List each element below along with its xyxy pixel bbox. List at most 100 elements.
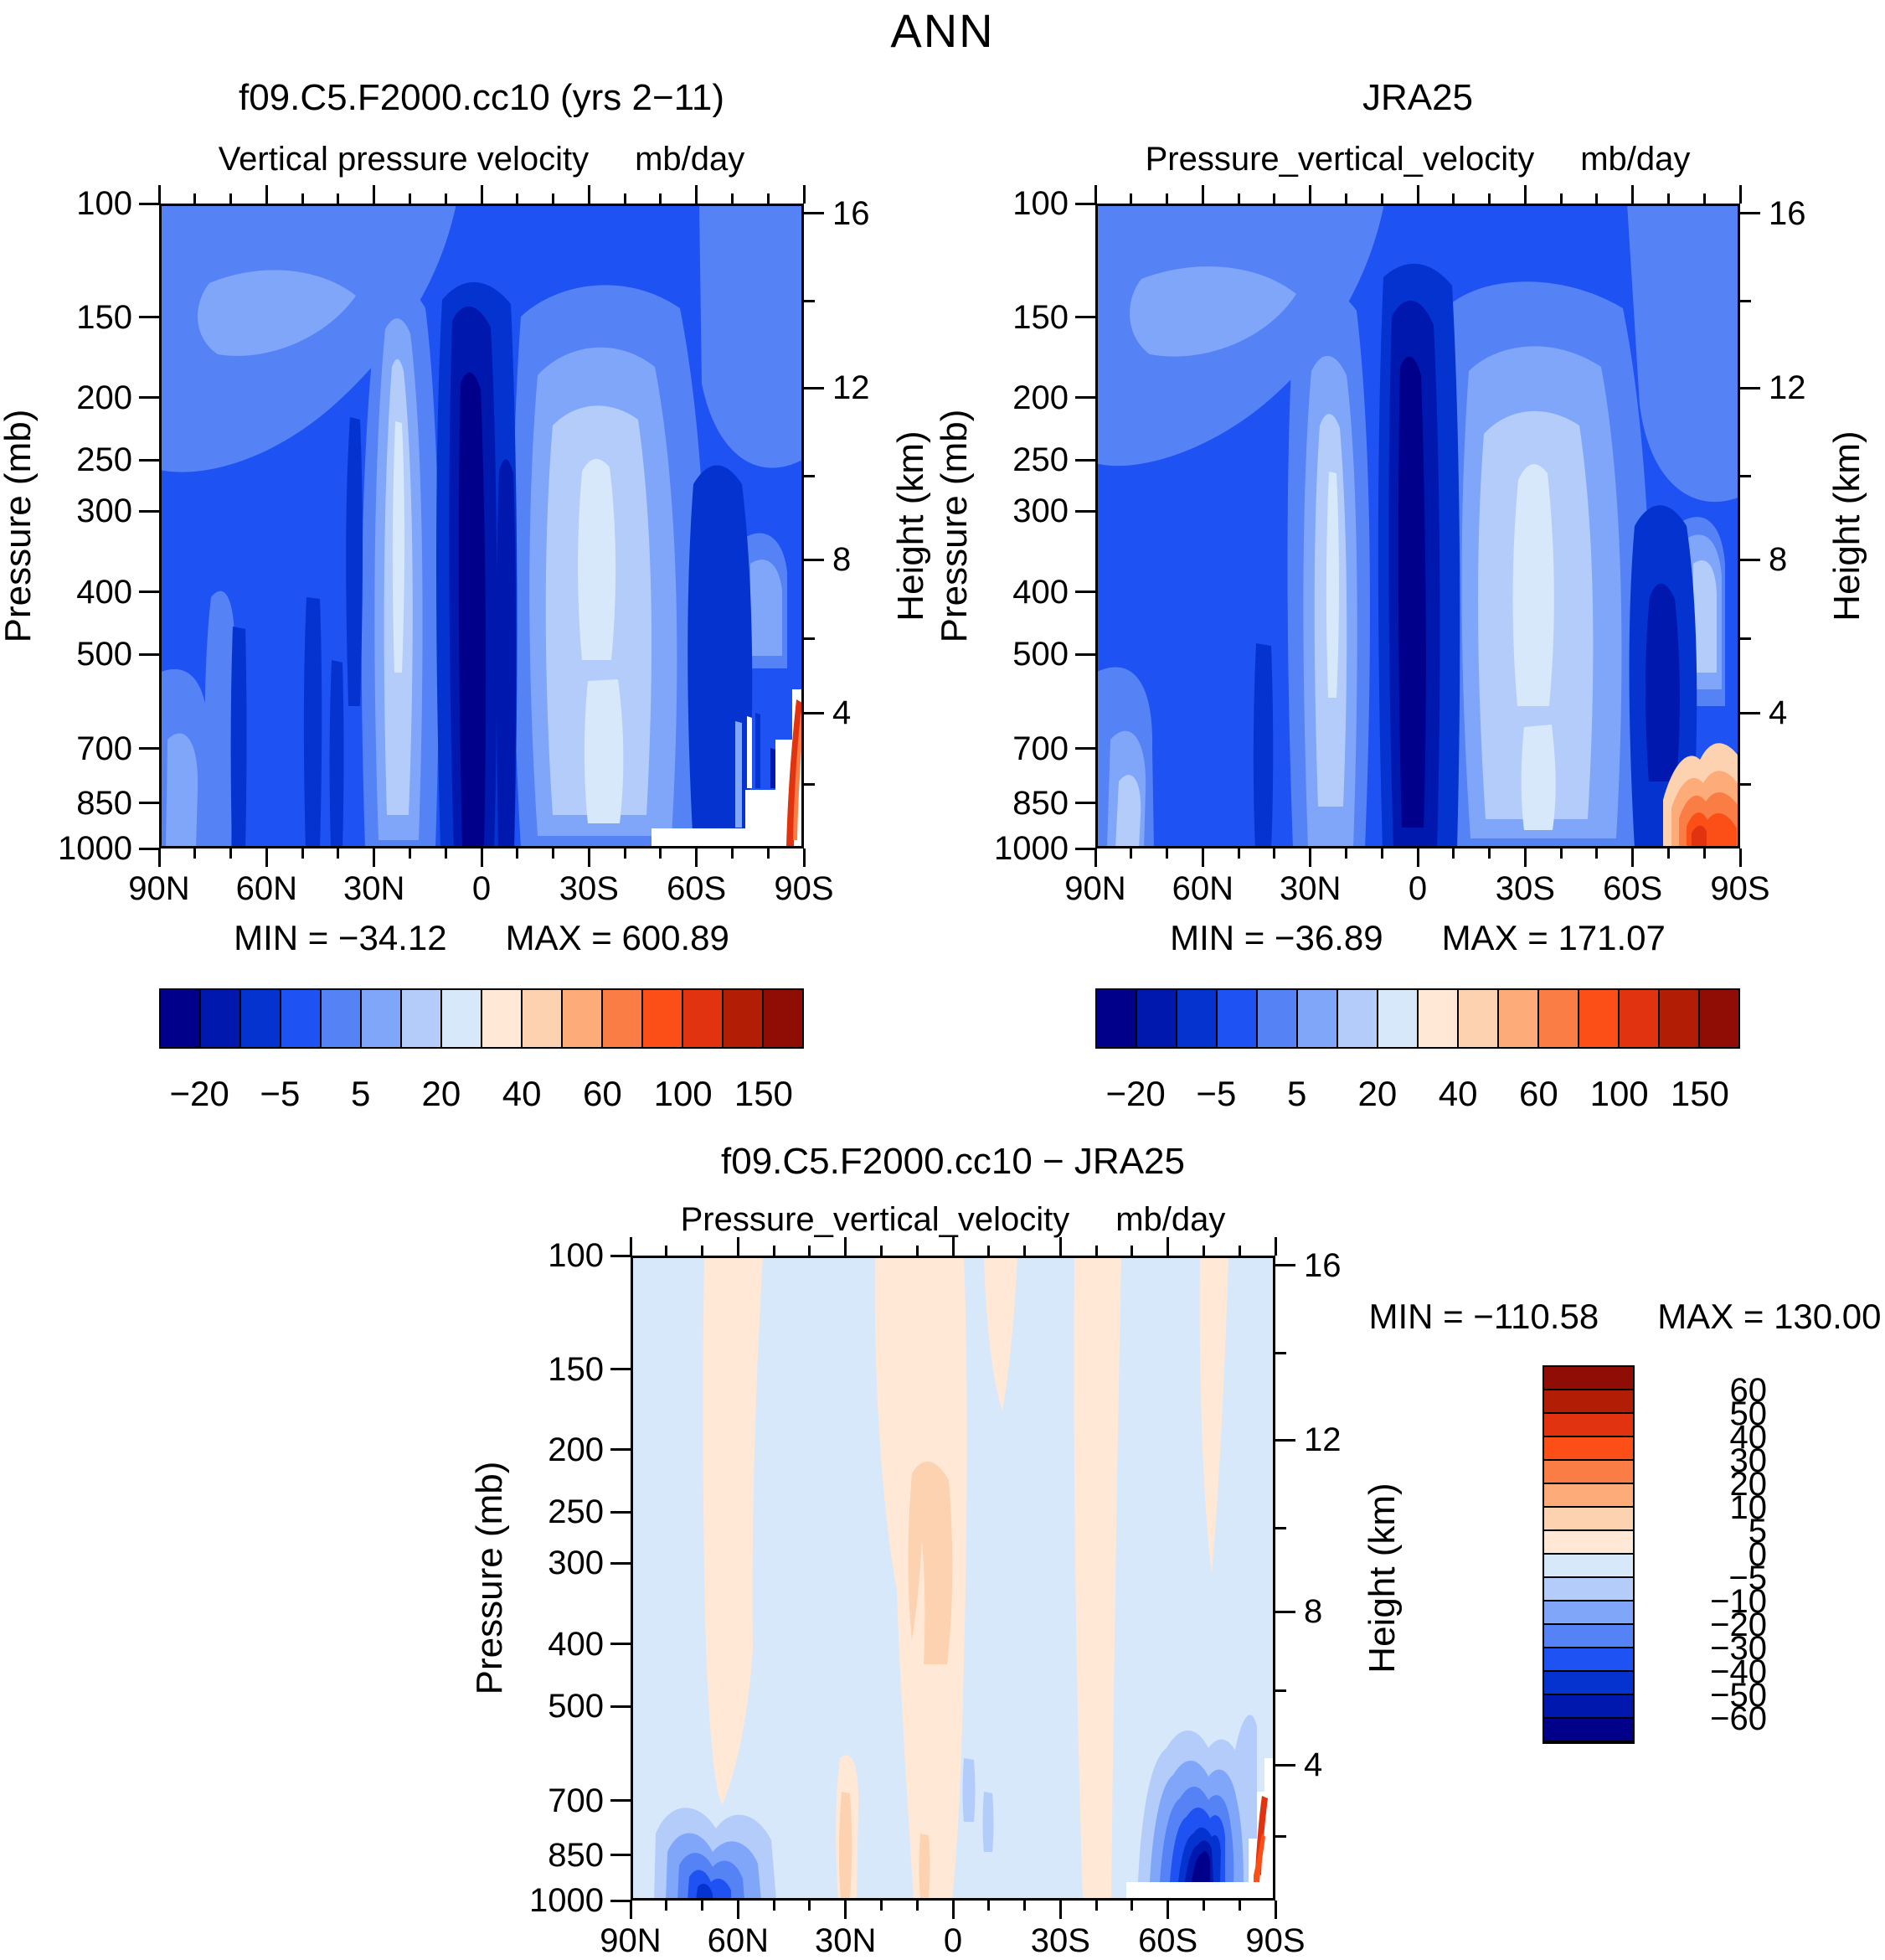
lat-tick-label: 30N: [814, 1922, 877, 1959]
lat-minor-tick: [659, 193, 662, 204]
lat-minor-tick: [1488, 193, 1491, 204]
colorbar-cell: [1544, 1414, 1633, 1437]
lat-minor-tick: [730, 848, 734, 859]
lat-minor-tick: [987, 1246, 991, 1256]
lat-major-tick: [951, 1901, 955, 1919]
lat-major-tick: [1523, 185, 1527, 204]
height-minor-tick: [1275, 1526, 1286, 1529]
lat-tick-label: 60S: [667, 870, 727, 907]
height-tick-label: 12: [832, 369, 870, 407]
lat-minor-tick: [1130, 193, 1133, 204]
antarctic-surface-mask: [1126, 1758, 1275, 1901]
pressure-tick-label: 100: [76, 185, 132, 222]
pressure-tick: [139, 316, 159, 319]
lat-major-tick: [373, 848, 376, 867]
contour-band: [230, 627, 247, 848]
lat-major-tick: [1094, 848, 1097, 867]
diff-subtitle: Pressure_vertical_velocity mb/day: [631, 1201, 1275, 1239]
colorbar-tick-label: 100: [653, 1074, 713, 1113]
height-tick-label: 8: [1769, 541, 1788, 579]
lat-major-tick: [629, 1237, 632, 1256]
colorbar-tick-label: 10: [1729, 1489, 1768, 1526]
pressure-tick: [139, 509, 159, 513]
lat-minor-tick: [879, 1901, 883, 1911]
lat-minor-tick: [1094, 1901, 1098, 1911]
obs-colorbar-labels: −20 −5 5 20 40 60 100 150: [1095, 1074, 1740, 1116]
pressure-tick: [610, 1899, 631, 1902]
lat-minor-tick: [808, 1901, 811, 1911]
height-tick: [1740, 386, 1760, 389]
max-value: MAX = 171.07: [1441, 918, 1666, 957]
contour-band: [1326, 472, 1339, 698]
colorbar-cell: [1218, 990, 1258, 1047]
pressure-tick: [610, 1799, 631, 1803]
colorbar-cell: [161, 990, 201, 1047]
pressure-tick-label: 700: [76, 730, 132, 767]
lat-minor-tick: [1488, 848, 1491, 859]
colorbar-cell: [1544, 1367, 1633, 1390]
colorbar-cell: [281, 990, 322, 1047]
lat-tick-label: 30S: [559, 870, 619, 907]
height-minor-tick: [1275, 1352, 1286, 1355]
lat-major-tick: [844, 1237, 847, 1256]
contour-band: [688, 465, 753, 848]
lat-tick-label: 60N: [707, 1922, 770, 1959]
height-minor-tick: [1275, 1834, 1286, 1838]
lat-major-tick: [1274, 1237, 1277, 1256]
colorbar-cell: [1499, 990, 1539, 1047]
pressure-tick-label: 250: [548, 1493, 604, 1531]
katabatic-descent-streak: [786, 699, 802, 847]
pressure-tick: [139, 747, 159, 750]
colorbar-cell: [683, 990, 724, 1047]
colorbar-tick-label: 5: [350, 1074, 371, 1113]
colorbar-cell: [1539, 990, 1579, 1047]
contour-band: [750, 560, 782, 656]
pressure-tick-label: 1000: [58, 830, 132, 867]
colorbar-cell: [724, 990, 764, 1047]
pressure-tick-label: 150: [1012, 298, 1069, 336]
colorbar-cell: [1700, 990, 1738, 1047]
contour-band: [1074, 1256, 1121, 1901]
colorbar-cell: [482, 990, 523, 1047]
height-minor-tick: [804, 474, 815, 477]
height-minor-tick: [1740, 474, 1751, 477]
lat-major-tick: [802, 185, 806, 204]
contour-band: [962, 1758, 976, 1822]
pressure-tick-label: 250: [76, 441, 132, 479]
height-tick-label: 12: [1304, 1421, 1342, 1459]
lat-tick-label: 30S: [1030, 1922, 1090, 1959]
pressure-tick-label: 1000: [994, 830, 1069, 867]
antarctic-descent-blob: [1692, 825, 1707, 848]
lat-tick-label: 90N: [128, 870, 190, 907]
obs-minmax: MIN = −36.89 MAX = 171.07: [1095, 918, 1740, 958]
lat-minor-tick: [1452, 848, 1455, 859]
lat-major-tick: [1167, 1237, 1170, 1256]
lat-tick-label: 90S: [774, 870, 834, 907]
lat-major-tick: [265, 185, 268, 204]
lat-minor-tick: [1559, 848, 1563, 859]
min-value: MIN = −110.58: [1368, 1297, 1599, 1336]
antarctic-surface-mask: [652, 689, 804, 848]
contour-band: [1627, 204, 1740, 503]
lat-major-tick: [1274, 1901, 1277, 1919]
pressure-tick-label: 100: [1012, 185, 1069, 222]
pressure-tick: [1075, 509, 1095, 513]
lat-tick-label: 60S: [1138, 1922, 1198, 1959]
pressure-tick: [1075, 316, 1095, 319]
obs-contour-plot: [1095, 204, 1740, 848]
pressure-tick: [1075, 652, 1095, 656]
lat-minor-tick: [552, 848, 555, 859]
colorbar-tick-label: −40: [1710, 1653, 1767, 1690]
colorbar-cell: [1544, 1390, 1633, 1414]
height-minor-tick: [1740, 300, 1751, 303]
lat-minor-tick: [1094, 1246, 1098, 1256]
lat-major-tick: [736, 1237, 739, 1256]
model-subtitle: Vertical pressure velocity mb/day: [159, 141, 804, 178]
lat-major-tick: [736, 1901, 739, 1919]
lat-minor-tick: [1130, 1246, 1134, 1256]
colorbar-cell: [201, 990, 241, 1047]
pressure-tick: [610, 1643, 631, 1646]
colorbar-tick-label: 150: [1670, 1074, 1729, 1113]
model-colorbar-labels: −20 −5 5 20 40 60 100 150: [159, 1074, 804, 1116]
model-title: f09.C5.F2000.cc10 (yrs 2−11): [238, 77, 725, 118]
